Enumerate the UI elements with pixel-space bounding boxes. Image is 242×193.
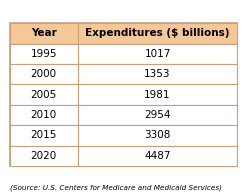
FancyBboxPatch shape — [10, 146, 78, 166]
Text: (Source: U.S. Centers for Medicare and Medicaid Services): (Source: U.S. Centers for Medicare and M… — [10, 185, 222, 191]
Text: Year: Year — [31, 28, 57, 38]
FancyBboxPatch shape — [78, 105, 237, 125]
FancyBboxPatch shape — [10, 125, 78, 146]
Text: Expenditures ($ billions): Expenditures ($ billions) — [85, 28, 230, 38]
FancyBboxPatch shape — [10, 105, 78, 125]
FancyBboxPatch shape — [10, 44, 78, 64]
Text: 1995: 1995 — [30, 49, 57, 59]
FancyBboxPatch shape — [78, 44, 237, 64]
Text: 1353: 1353 — [144, 69, 171, 79]
FancyBboxPatch shape — [10, 23, 237, 166]
FancyBboxPatch shape — [10, 23, 78, 44]
Text: 2954: 2954 — [144, 110, 171, 120]
Text: 4487: 4487 — [144, 151, 171, 161]
Text: 3308: 3308 — [144, 130, 171, 140]
FancyBboxPatch shape — [78, 84, 237, 105]
Text: 1981: 1981 — [144, 90, 171, 100]
Text: 2005: 2005 — [31, 90, 57, 100]
FancyBboxPatch shape — [78, 23, 237, 44]
FancyBboxPatch shape — [78, 125, 237, 146]
FancyBboxPatch shape — [78, 146, 237, 166]
Text: 2020: 2020 — [31, 151, 57, 161]
Text: 1017: 1017 — [144, 49, 171, 59]
FancyBboxPatch shape — [78, 64, 237, 84]
Text: 2010: 2010 — [31, 110, 57, 120]
FancyBboxPatch shape — [10, 64, 78, 84]
Text: 2000: 2000 — [31, 69, 57, 79]
FancyBboxPatch shape — [10, 84, 78, 105]
Text: 2015: 2015 — [31, 130, 57, 140]
